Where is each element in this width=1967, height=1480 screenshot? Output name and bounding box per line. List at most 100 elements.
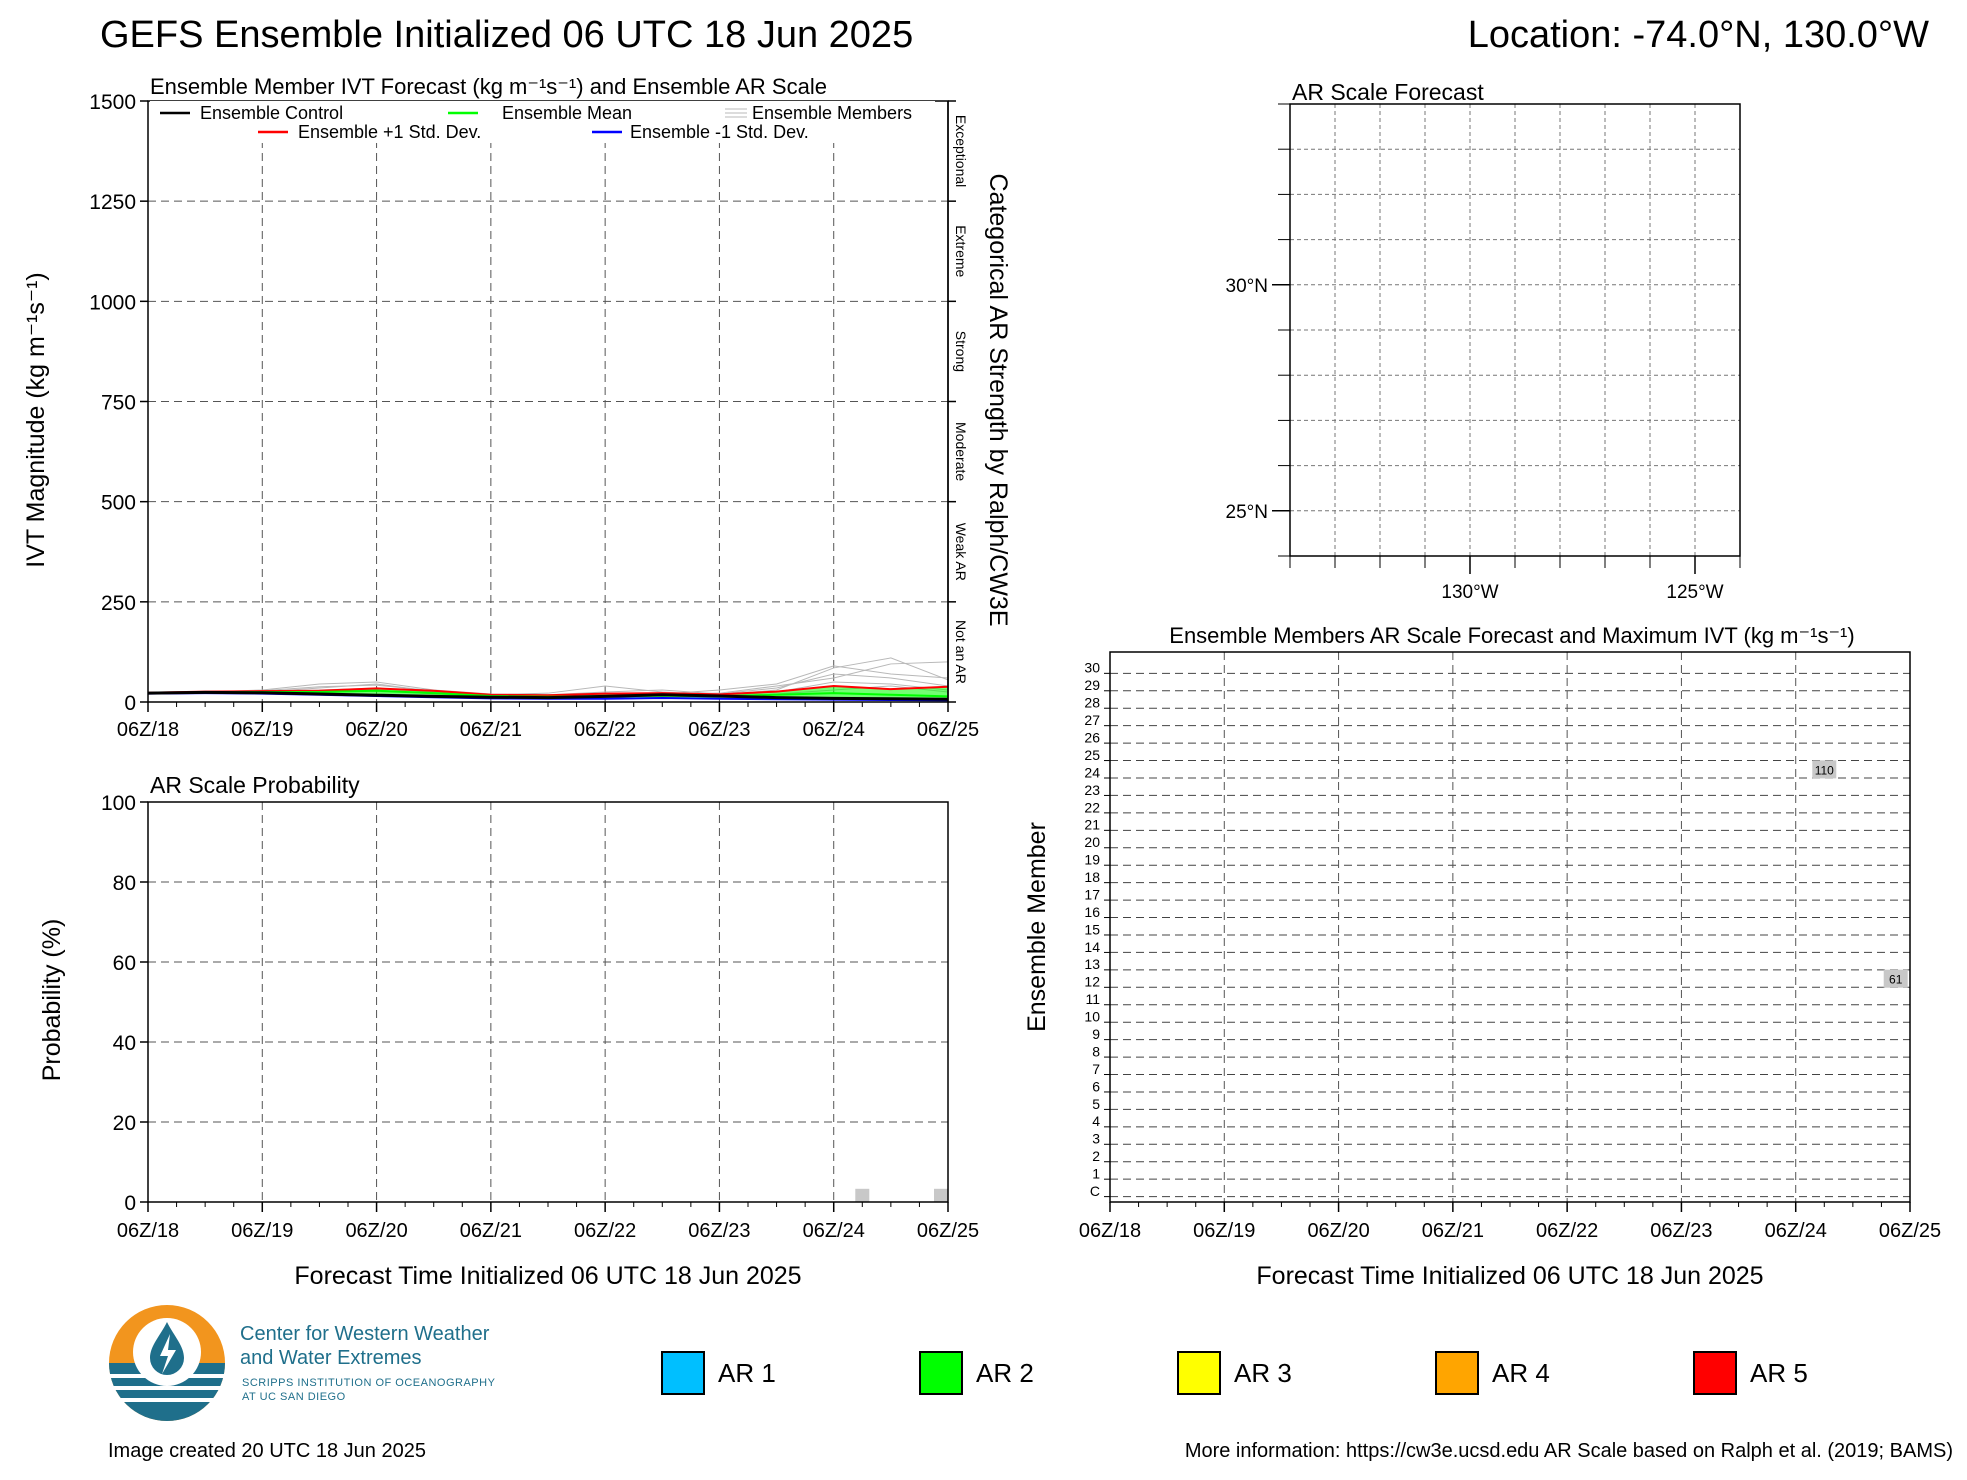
members-y-tick-label: 2 [1092, 1148, 1100, 1164]
location-title: Location: -74.0°N, 130.0°W [1467, 14, 1929, 56]
prob-y-tick-label: 100 [101, 792, 136, 815]
more-info-note: More information: https://cw3e.ucsd.edu … [1184, 1440, 1953, 1462]
members-y-tick-label: 10 [1084, 1009, 1100, 1025]
members-x-tick-label: 06Z/19 [1193, 1220, 1255, 1242]
ar-legend-label: AR 1 [718, 1358, 776, 1388]
members-y-tick-label: 21 [1084, 817, 1100, 833]
ivt-legend-label: Ensemble +1 Std. Dev. [298, 122, 481, 142]
prob-x-tick-label: 06Z/21 [460, 1220, 522, 1242]
members-x-tick-label: 06Z/22 [1536, 1220, 1598, 1242]
prob-bars [855, 1188, 948, 1202]
members-y-tick-label: 24 [1084, 764, 1100, 780]
members-y-tick-label: 17 [1084, 886, 1100, 902]
ivt-x-tick-label: 06Z/18 [117, 719, 179, 741]
probability-chart: AR Scale Probability 0 20 40 60 80 100 06Z/18… [38, 772, 979, 1290]
ivt-category-label: Moderate [953, 422, 969, 481]
ivt-legend-label: Ensemble -1 Std. Dev. [630, 122, 809, 142]
members-y-tick-label: 27 [1084, 712, 1100, 728]
ivt-x-tick-label: 06Z/20 [345, 719, 407, 741]
ivt-x-tick-label: 06Z/24 [803, 719, 865, 741]
members-y-ticks: C123456789101112131415161718192021222324… [1084, 660, 1110, 1199]
members-cell-label: 61 [1889, 973, 1903, 987]
ivt-category-label: Exceptional [953, 115, 969, 187]
map-ticks: 30°N 25°N 130°W 125°W [1226, 103, 1741, 603]
map-lon-label: 130°W [1441, 582, 1498, 603]
ivt-x-ticks: 06Z/18 06Z/19 06Z/20 06Z/21 06Z/22 06Z/23 06Z/… [117, 702, 979, 741]
members-cell [1812, 760, 1837, 779]
ivt-category-label: Extreme [953, 225, 969, 277]
members-frame [1109, 651, 1911, 1203]
logo-line-3: SCRIPPS INSTITUTION OF OCEANOGRAPHY [242, 1377, 496, 1389]
logo-bolt-icon [160, 1334, 176, 1374]
ivt-y-tick-label: 250 [101, 592, 136, 615]
prob-y-tick-label: 80 [113, 872, 136, 895]
ar-legend-label: AR 2 [976, 1358, 1034, 1388]
ivt-y-tick-label: 1000 [89, 291, 136, 314]
prob-y-ticks: 0 20 40 60 80 100 [101, 792, 148, 1215]
prob-y-tick-label: 40 [113, 1032, 136, 1055]
ivt-chart-title: Ensemble Member IVT Forecast (kg m⁻¹s⁻¹)… [150, 74, 827, 99]
members-y-tick-label: 5 [1092, 1096, 1100, 1112]
page-title: GEFS Ensemble Initialized 06 UTC 18 Jun … [100, 14, 914, 56]
members-y-tick-label: 29 [1084, 677, 1100, 693]
logo-line-2: and Water Extremes [240, 1347, 422, 1369]
members-x-tick-label: 06Z/23 [1650, 1220, 1712, 1242]
members-cell [1883, 969, 1908, 988]
ar-legend-label: AR 4 [1492, 1358, 1550, 1388]
members-x-tick-label: 06Z/20 [1307, 1220, 1369, 1242]
ivt-right-axis-label: Categorical AR Strength by Ralph/CW3E [984, 174, 1012, 627]
ivt-x-tick-label: 06Z/25 [917, 719, 979, 741]
members-chart: Ensemble Members AR Scale Forecast and M… [1023, 623, 1941, 1290]
members-y-tick-label: 8 [1092, 1043, 1100, 1059]
ivt-x-tick-label: 06Z/21 [460, 719, 522, 741]
ivt-category-label: Weak AR [953, 523, 969, 581]
members-y-tick-label: 28 [1084, 695, 1100, 711]
ar-legend-swatch [661, 1351, 705, 1395]
members-cell-label: 110 [1815, 763, 1834, 777]
members-grid [1110, 652, 1910, 1202]
members-y-tick-label: 25 [1084, 747, 1100, 763]
prob-x-ticks: 06Z/18 06Z/19 06Z/20 06Z/21 06Z/22 06Z/23 06Z/… [117, 1202, 979, 1242]
ar-legend-swatch [1177, 1351, 1221, 1395]
members-y-tick-label: C [1090, 1183, 1100, 1199]
map-lon-label: 125°W [1666, 582, 1723, 603]
members-y-tick-label: 14 [1084, 939, 1100, 955]
members-y-tick-label: 18 [1084, 869, 1100, 885]
ivt-y-tick-label: 750 [101, 392, 136, 415]
ivt-x-tick-label: 06Z/23 [688, 719, 750, 741]
prob-y-tick-label: 20 [113, 1112, 136, 1135]
prob-y-tick-label: 60 [113, 952, 136, 975]
members-y-tick-label: 4 [1092, 1113, 1100, 1129]
ivt-series-lines [147, 684, 949, 702]
ivt-legend: Ensemble Control Ensemble Mean Ensemble Me… [150, 101, 935, 143]
members-x-tick-label: 06Z/24 [1765, 1220, 1827, 1242]
logo-wave-3 [109, 1398, 225, 1402]
map-title: AR Scale Forecast [1292, 79, 1484, 105]
members-y-tick-label: 16 [1084, 904, 1100, 920]
ivt-legend-label: Ensemble Members [752, 103, 912, 123]
map-chart: AR Scale Forecast 30°N 25°N 130°W 125°W [1226, 79, 1741, 603]
map-grid [1290, 104, 1740, 556]
members-y-tick-label: 30 [1084, 660, 1100, 676]
ivt-category-label: Strong [953, 331, 969, 372]
ivt-y-axis-label: IVT Magnitude (kg m⁻¹s⁻¹) [22, 272, 50, 567]
members-x-tick-label: 06Z/21 [1422, 1220, 1484, 1242]
ivt-category-label: Not an AR [953, 620, 969, 684]
members-y-tick-label: 3 [1092, 1131, 1100, 1147]
members-cells: 110 61 [1812, 760, 1908, 988]
ivt-series-line [147, 690, 949, 701]
prob-y-axis-label: Probability (%) [38, 919, 66, 1082]
ar-legend-label: AR 3 [1234, 1358, 1292, 1388]
prob-x-axis-label: Forecast Time Initialized 06 UTC 18 Jun … [294, 1262, 801, 1290]
members-y-axis-label: Ensemble Member [1023, 822, 1051, 1032]
ivt-x-tick-label: 06Z/22 [574, 719, 636, 741]
members-x-axis-label: Forecast Time Initialized 06 UTC 18 Jun … [1256, 1262, 1763, 1290]
members-x-tick-label: 06Z/18 [1079, 1220, 1141, 1242]
members-y-tick-label: 15 [1084, 921, 1100, 937]
ar-legend-swatch [1435, 1351, 1479, 1395]
map-lat-label: 30°N [1226, 276, 1268, 297]
map-lat-label: 25°N [1226, 502, 1268, 523]
ar-legend-swatch [919, 1351, 963, 1395]
ivt-y-ticks: 0 250 500 750 1000 1250 1500 [89, 91, 148, 715]
image-created-note: Image created 20 UTC 18 Jun 2025 [108, 1440, 426, 1462]
